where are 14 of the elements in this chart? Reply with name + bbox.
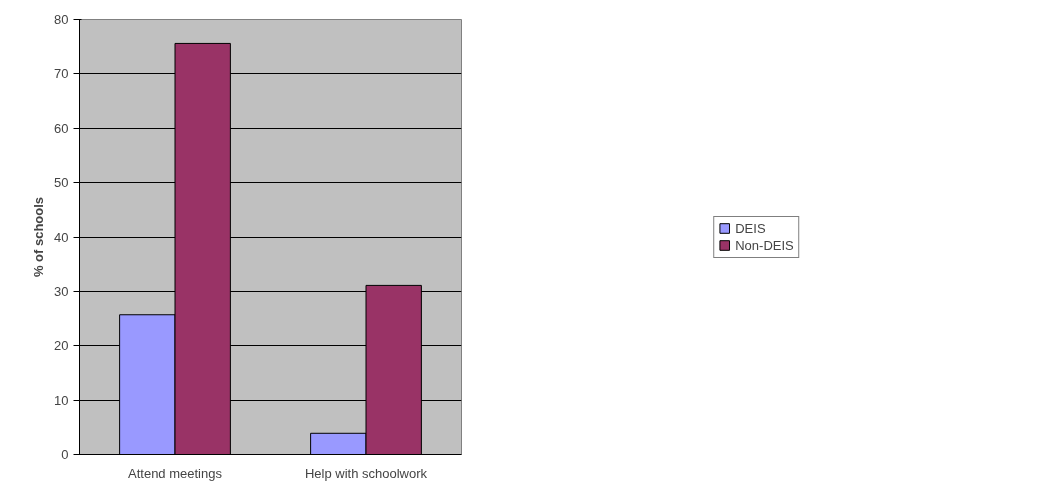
x-tick-label: Help with schoolwork [304,465,428,481]
y-tick-label: 30 [54,283,69,299]
y-tick-label: 0 [61,447,69,462]
legend-label: Non-DEIS [735,237,794,253]
legend-label: DEIS [735,220,766,236]
y-tick-label: 40 [54,229,69,245]
y-tick-label: 50 [54,175,69,191]
y-tick-label: 80 [54,12,69,27]
y-tick-label: 60 [54,120,69,136]
y-tick-label: 70 [54,66,69,82]
y-axis-title: % of schools [31,196,47,278]
x-tick-label: Attend meetings [128,465,223,481]
y-tick-label: 20 [54,338,69,354]
y-tick-label: 10 [54,392,69,408]
